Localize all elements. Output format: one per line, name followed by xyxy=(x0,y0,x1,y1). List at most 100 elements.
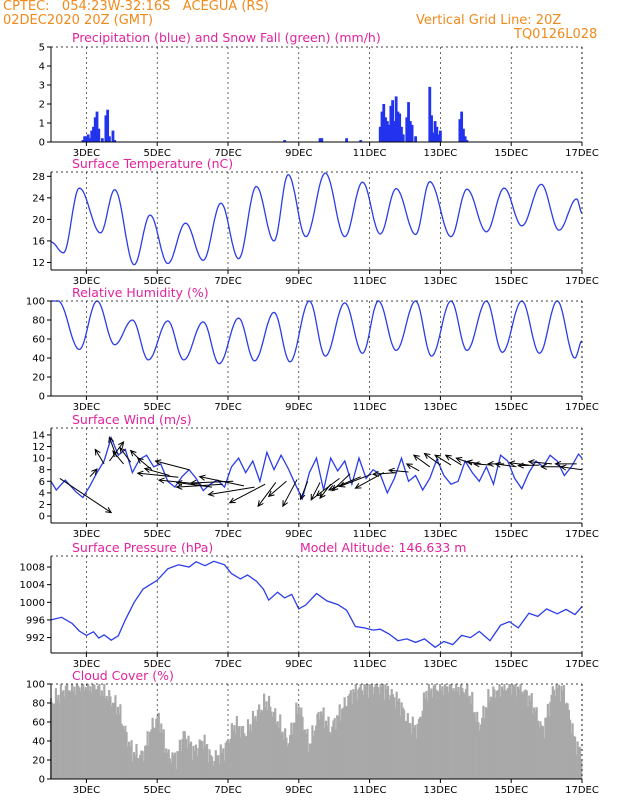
cloud-bar xyxy=(225,740,229,779)
x-tick-label: 15DEC xyxy=(494,529,528,540)
cloud-bar xyxy=(483,718,486,779)
precip-bar xyxy=(83,136,87,142)
cloud-bar xyxy=(373,686,376,779)
cloud-bar xyxy=(324,720,328,779)
precip-bar xyxy=(391,100,395,142)
wind-arrow xyxy=(112,450,124,465)
cloud-bar xyxy=(228,742,231,779)
cloud-bar xyxy=(136,758,139,779)
cloud-bar xyxy=(569,719,572,779)
wind-arrow xyxy=(316,477,340,497)
wind-arrow-head xyxy=(119,446,126,454)
cloud-bar xyxy=(479,724,483,779)
y-tick-label: 0 xyxy=(39,392,45,403)
cloud-bar xyxy=(103,684,106,779)
cloud-bar xyxy=(530,692,533,779)
precip-bar xyxy=(93,117,97,142)
wind-arrow xyxy=(355,472,385,489)
cloud-bar xyxy=(500,686,504,779)
cloud-bar xyxy=(460,684,463,779)
cloud-bar xyxy=(328,732,331,779)
cloud-bar xyxy=(308,743,312,779)
precip-bar xyxy=(389,105,393,142)
cloud-bar xyxy=(404,721,407,779)
cloud-bar xyxy=(369,685,372,779)
y-tick-label: 100 xyxy=(26,680,45,691)
x-tick-label: 3DEC xyxy=(73,659,100,670)
cloud-bar xyxy=(265,701,268,779)
wind-arrow-head xyxy=(517,462,524,469)
y-tick-label: 40 xyxy=(32,354,45,365)
cloud-bar xyxy=(295,702,298,779)
x-tick-label: 9DEC xyxy=(285,148,312,159)
precip-bar xyxy=(108,136,111,142)
panel-title: Cloud Cover (%) xyxy=(72,668,174,683)
wind-arrow-head xyxy=(228,497,236,504)
cloud-bar xyxy=(426,700,429,779)
cloud-bar xyxy=(463,694,466,779)
wind-arrow-head xyxy=(154,459,162,466)
wind-arrow xyxy=(94,449,105,465)
wind-arrow-head xyxy=(310,493,317,501)
panel-1 xyxy=(47,46,583,146)
cloud-bar xyxy=(400,702,403,779)
wind-arrow xyxy=(424,453,441,466)
cloud-bar xyxy=(526,706,530,779)
x-tick-label: 5DEC xyxy=(144,659,171,670)
cloud-bar xyxy=(433,684,437,779)
cloud-bar xyxy=(456,691,459,779)
cloud-bar xyxy=(531,713,535,779)
cloud-bar xyxy=(572,736,575,779)
y-tick-label: 10 xyxy=(32,454,45,465)
cloud-bar xyxy=(100,690,103,779)
wind-arrow xyxy=(528,461,552,465)
cloud-bar xyxy=(573,736,577,779)
cloud-bar xyxy=(266,710,269,779)
cloud-bar xyxy=(466,684,469,779)
cloud-bar xyxy=(486,708,489,779)
cloud-bar xyxy=(315,725,318,779)
y-tick-label: 2 xyxy=(39,500,45,511)
precip-bar xyxy=(410,124,414,142)
cloud-bar xyxy=(201,741,204,779)
cloud-bar xyxy=(514,684,517,779)
cloud-bar xyxy=(191,759,194,779)
panel-6 xyxy=(47,683,583,783)
wind-arrow-head xyxy=(338,481,346,488)
wind-arrow xyxy=(495,463,517,468)
cloud-bar xyxy=(151,717,154,779)
cloud-bar xyxy=(357,689,360,779)
panel-title: Surface Pressure (hPa) xyxy=(72,540,213,555)
x-tick-label: 17DEC xyxy=(565,148,599,159)
cloud-bar xyxy=(301,716,304,779)
cloud-bar xyxy=(383,699,386,779)
cloud-bar xyxy=(192,745,195,779)
precip-bar xyxy=(384,117,387,142)
cloud-bar xyxy=(395,691,398,779)
cloud-bar xyxy=(385,689,388,779)
cloud-bar xyxy=(349,690,352,779)
precip-bar xyxy=(396,111,400,142)
cloud-bar xyxy=(95,689,98,779)
cloud-bar xyxy=(494,698,497,779)
wind-arrow xyxy=(199,476,245,487)
cloud-bar xyxy=(236,727,240,779)
cloud-bar xyxy=(276,721,279,779)
cloud-bar xyxy=(580,760,583,779)
cloud-bar xyxy=(551,686,554,779)
cloud-bar xyxy=(94,689,97,779)
cloud-bar xyxy=(241,726,245,779)
cloud-bar xyxy=(251,710,255,779)
panel-annotation: Model Altitude: 146.633 m xyxy=(300,540,466,555)
cloud-bar xyxy=(386,685,390,779)
cloud-bar xyxy=(69,692,72,779)
cloud-bar xyxy=(108,690,111,779)
cloud-bar xyxy=(445,686,448,779)
cloud-bar xyxy=(303,729,307,779)
x-tick-label: 7DEC xyxy=(214,659,241,670)
cloud-bar xyxy=(312,736,315,779)
cloud-bar xyxy=(570,733,573,779)
cloud-bar xyxy=(109,696,112,779)
precip-bar xyxy=(462,128,465,142)
precip-bar xyxy=(387,124,391,142)
